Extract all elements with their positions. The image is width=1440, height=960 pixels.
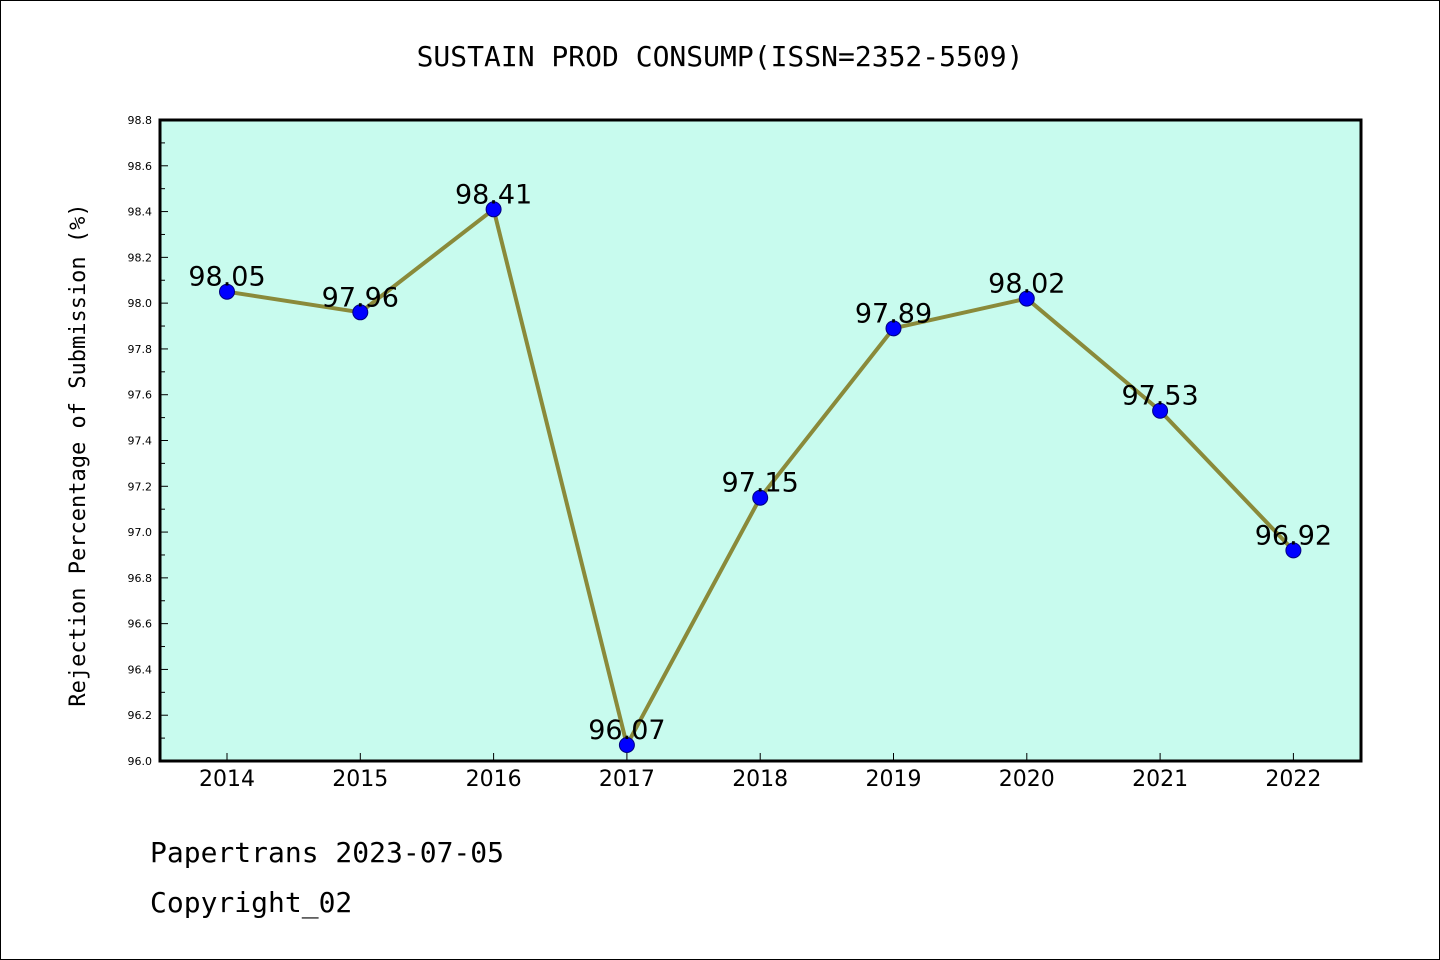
data-labels-layer: 98.05 97.96 98.41 96.07 97.15 97.89 98.02 97.53…: [188, 179, 1332, 746]
data-point: [618, 736, 635, 753]
x-tick-label: 2020: [999, 767, 1055, 792]
x-tick-label: 2022: [1265, 767, 1321, 792]
footer-copyright: Copyright_02: [150, 886, 353, 919]
y-axis-label: Rejection Percentage of Submission (%): [66, 203, 91, 706]
data-point: [752, 489, 769, 506]
data-point: [485, 201, 502, 218]
data-label: 97.96: [322, 282, 399, 313]
data-label: 96.92: [1255, 520, 1332, 551]
x-tick-label: 2015: [332, 767, 388, 792]
y-tick-label: 97.2: [128, 480, 153, 493]
chart-title: SUSTAIN PROD CONSUMP(ISSN=2352-5509): [417, 40, 1024, 73]
data-point: [1018, 290, 1035, 307]
data-point: [885, 320, 902, 337]
y-tick-label: 98.0: [128, 297, 153, 310]
x-axis: 2014 2015 2016 2017 2018 2019 2020 2021 2022: [199, 753, 1321, 792]
data-label: 97.53: [1121, 381, 1198, 412]
y-tick-label: 96.4: [128, 663, 153, 676]
y-tick-label: 96.8: [128, 572, 153, 585]
data-point: [219, 283, 235, 300]
data-point: [1152, 402, 1169, 419]
y-tick-label: 98.4: [128, 206, 153, 219]
y-tick-label: 98.6: [128, 160, 153, 173]
y-tick-label: 96.2: [128, 709, 153, 722]
data-label: 96.07: [588, 715, 665, 746]
x-tick-label: 2018: [732, 767, 788, 792]
y-tick-label: 97.8: [128, 343, 153, 356]
x-tick-label: 2016: [466, 767, 522, 792]
y-axis: 96.0 96.2 96.4 96.6 96.8 97.0 97.2 97.4 97.6 97.8…: [128, 114, 168, 768]
y-tick-label: 97.6: [128, 389, 153, 402]
x-tick-label: 2017: [599, 767, 655, 792]
data-label: 98.05: [188, 262, 265, 293]
x-tick-label: 2019: [866, 767, 922, 792]
y-tick-label: 98.2: [128, 251, 153, 264]
y-tick-label: 96.6: [128, 618, 153, 631]
data-label: 97.15: [722, 468, 799, 499]
data-label: 98.41: [455, 179, 532, 210]
data-label: 97.89: [855, 298, 932, 329]
data-point: [1285, 542, 1302, 559]
x-tick-label: 2021: [1132, 767, 1188, 792]
series-layer: [219, 201, 1302, 753]
y-tick-label: 96.0: [128, 755, 153, 768]
footer-date: Papertrans 2023-07-05: [150, 836, 505, 869]
y-tick-label: 97.4: [128, 435, 153, 448]
y-tick-label: 98.8: [128, 114, 153, 127]
x-tick-label: 2014: [199, 767, 255, 792]
y-tick-label: 97.0: [128, 526, 153, 539]
plot-area: [158, 118, 1363, 763]
data-point: [352, 304, 369, 321]
data-label: 98.02: [988, 269, 1065, 300]
